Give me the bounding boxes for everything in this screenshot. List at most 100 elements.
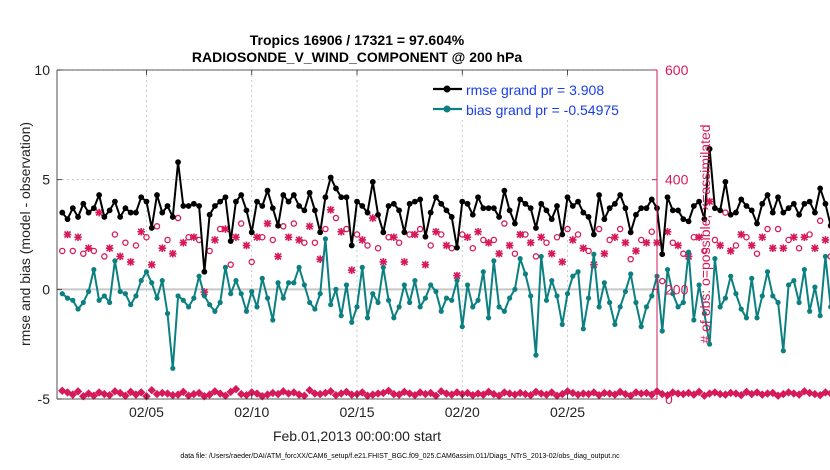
bias-point: [675, 304, 681, 310]
obs-assimilated-marker: [242, 241, 251, 250]
obs-low-marker: [647, 390, 656, 399]
bias-point: [333, 286, 339, 292]
bias-point: [417, 304, 423, 310]
rmse-point: [496, 214, 503, 220]
obs-assimilated-marker: [432, 227, 440, 236]
rmse-point: [390, 200, 397, 207]
obs-assimilated-marker: [179, 238, 188, 247]
obs-low-marker: [431, 391, 441, 400]
obs-possible-marker: [722, 209, 729, 216]
rmse-point: [122, 205, 129, 212]
obs-possible-marker: [764, 225, 771, 233]
rmse-point: [401, 229, 408, 236]
bias-point: [143, 269, 150, 275]
rmse-point: [438, 200, 445, 207]
y-left-tick-label: 5: [42, 172, 50, 188]
rmse-point: [459, 198, 466, 205]
bias-point: [596, 304, 602, 310]
rmse-point: [248, 229, 255, 236]
obs-possible-marker: [532, 253, 540, 260]
rmse-point: [743, 203, 750, 209]
bias-point: [512, 286, 518, 292]
obs-assimilated-marker: [347, 266, 356, 274]
rmse-point: [338, 194, 345, 201]
bias-point: [501, 308, 507, 314]
obs-low-marker: [589, 388, 599, 397]
bias-point: [580, 326, 586, 332]
rmse-point: [659, 251, 666, 258]
bias-point: [264, 295, 271, 301]
obs-assimilated-marker: [63, 230, 72, 239]
bias-point: [780, 348, 786, 354]
obs-assimilated-marker: [611, 233, 619, 242]
bias-point: [122, 291, 129, 297]
rmse-point: [569, 203, 576, 209]
obs-possible-marker: [122, 239, 129, 246]
bias-point: [738, 306, 744, 312]
obs-low-marker: [189, 389, 199, 399]
rmse-point: [227, 238, 234, 244]
bias-point: [554, 293, 560, 299]
obs-low-marker: [515, 388, 525, 398]
obs-assimilated-marker: [221, 225, 230, 233]
obs-low-marker: [673, 389, 683, 398]
rmse-point: [138, 194, 145, 201]
obs-possible-marker: [364, 242, 371, 249]
obs-assimilated-marker: [790, 233, 798, 242]
obs-assimilated-marker: [758, 233, 767, 242]
bias-point: [454, 277, 460, 284]
bias-point: [433, 288, 439, 295]
obs-possible-marker: [237, 220, 245, 227]
obs-low-marker: [326, 387, 335, 396]
obs-low-marker: [826, 390, 830, 398]
axis-ticks: 02/05 02/10 02/15 02/20 02/25 -5 0 5 10 0 200 400 60…: [34, 62, 688, 420]
obs-low-marker: [663, 390, 672, 400]
obs-possible-marker: [311, 239, 319, 246]
rmse-point: [448, 214, 455, 220]
obs-assimilated-marker: [421, 260, 430, 269]
obs-possible-marker: [164, 236, 171, 244]
rmse-point: [485, 205, 492, 212]
rmse-point: [64, 216, 71, 223]
obs-low-marker: [89, 391, 99, 400]
obs-assimilated-marker: [95, 208, 103, 217]
obs-possible-marker: [711, 236, 719, 244]
obs-low-marker: [205, 390, 214, 399]
obs-assimilated-marker: [663, 227, 672, 236]
rmse-point: [180, 203, 187, 209]
obs-assimilated-marker: [621, 238, 630, 247]
bias-point: [80, 299, 86, 306]
bias-point: [707, 341, 713, 347]
bias-point: [217, 299, 223, 306]
y-right-tick-label: 200: [665, 281, 689, 297]
bias-point: [407, 299, 413, 306]
bias-point: [85, 288, 92, 295]
obs-assimilated-marker: [800, 233, 809, 242]
rmse-point: [406, 200, 413, 207]
rmse-point: [648, 196, 655, 203]
rmse-point: [254, 198, 260, 205]
rmse-point: [733, 209, 739, 216]
obs-possible-marker: [290, 220, 298, 227]
obs-possible-marker: [427, 242, 434, 249]
rmse-point: [480, 205, 487, 212]
rmse-point: [669, 207, 676, 214]
obs-possible-marker: [395, 239, 403, 246]
bias-point: [91, 266, 97, 273]
obs-assimilated-marker: [695, 233, 703, 242]
bias-point: [543, 297, 550, 303]
obs-low-marker: [221, 391, 230, 400]
obs-low-marker: [510, 390, 520, 399]
bias-point: [375, 299, 381, 306]
bias-point: [438, 308, 444, 314]
obs-possible-marker: [564, 225, 571, 233]
rmse-point: [827, 222, 830, 229]
rmse-point: [259, 203, 266, 209]
rmse-point: [269, 205, 276, 212]
bias-point: [112, 258, 118, 264]
bias-point: [775, 299, 781, 306]
rmse-point: [354, 198, 360, 205]
obs-low-marker: [121, 391, 130, 400]
obs-possible-marker: [69, 247, 77, 255]
